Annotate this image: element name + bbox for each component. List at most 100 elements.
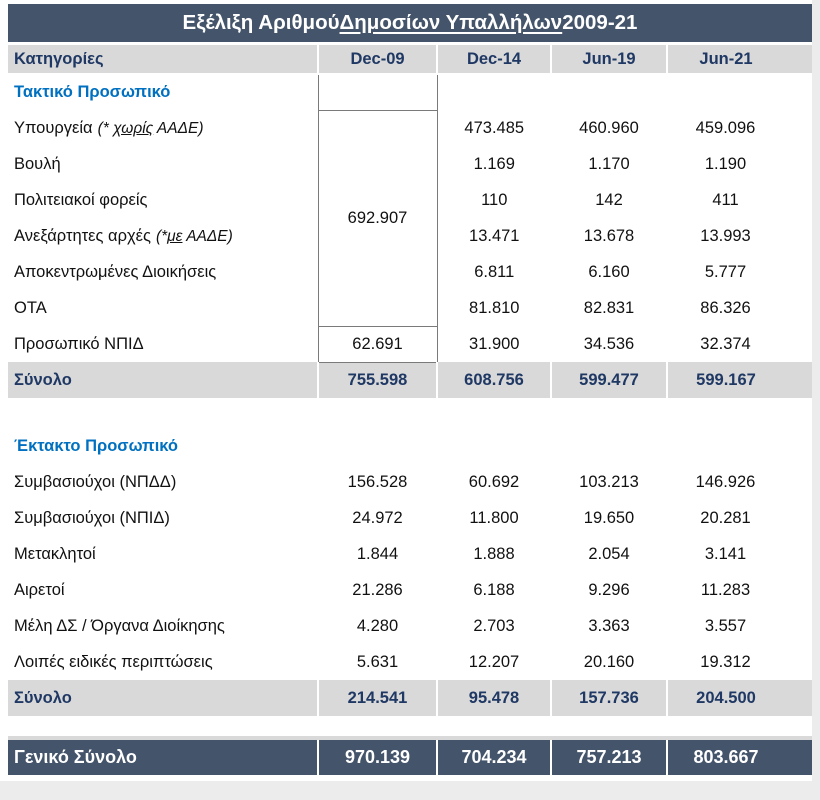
value-cell: 82.831 — [583, 298, 635, 317]
subtotal-value: 599.167 — [667, 362, 812, 398]
row-label-text: Συμβασιούχοι (ΝΠΔΔ) — [14, 472, 177, 491]
value-cell: 21.286 — [352, 580, 403, 599]
value-cell: 156.528 — [347, 472, 408, 491]
title-text-underlined: Δημοσίων Υπαλλήλων — [339, 11, 563, 34]
row-label: Βουλή — [8, 146, 318, 182]
dec09-merged-cell: 692.907 — [317, 109, 438, 327]
value-cell: 460.960 — [579, 118, 639, 137]
section-row: Τακτικό Προσωπικό — [8, 73, 812, 111]
value-cell: 103.213 — [579, 472, 639, 491]
value-cell: 411 — [712, 190, 739, 209]
dec09-empty-boxed-cell — [317, 73, 438, 111]
value-cell: 1.844 — [356, 544, 399, 563]
data-row: Συμβασιούχοι (ΝΠΔΔ) 156.528 60.692 103.213 1… — [8, 464, 812, 500]
employees-table: Κατηγορίες Dec-09 Dec-14 Jun-19 Jun-21 Τ… — [8, 45, 812, 775]
value-cell: 81.810 — [469, 298, 520, 317]
table-title: Εξέλιξη Αριθμού Δημοσίων Υπαλλήλων 2009-… — [8, 4, 812, 42]
row-label-text: Προσωπικό ΝΠΙΔ — [14, 334, 144, 353]
data-row: Βουλή 1.169 1.170 1.190 — [8, 146, 812, 182]
subtotal-label: Σύνολο — [8, 680, 319, 716]
empty-cell — [437, 74, 551, 110]
note-underlined: χωρίς — [113, 119, 154, 137]
note-underlined: με — [167, 227, 183, 245]
header-jun-21: Jun-21 — [667, 45, 812, 75]
value-cell: 6.811 — [474, 262, 515, 281]
value-cell: 20.160 — [583, 652, 635, 671]
grand-value: 704.234 — [437, 740, 552, 775]
value-cell: 2.054 — [588, 544, 630, 563]
data-row: Μετακλητοί 1.844 1.888 2.054 3.141 — [8, 536, 812, 572]
row-label-text: Μέλη ΔΣ / Όργανα Διοίκησης — [14, 616, 225, 635]
value-cell: 5.631 — [356, 652, 399, 671]
value-cell: 31.900 — [469, 334, 520, 353]
value-cell: 3.363 — [588, 616, 630, 635]
value-cell: 5.777 — [704, 262, 747, 281]
subtotal-value: 157.736 — [551, 680, 668, 716]
row-label-text: Συμβασιούχοι (ΝΠΙΔ) — [14, 508, 170, 527]
subtotal-value: 95.478 — [437, 680, 552, 716]
table-body: Τακτικό Προσωπικό Υπουργεία (* χωρίς ΑΑΔΕ)… — [8, 73, 812, 775]
row-label: ΟΤΑ — [8, 290, 318, 326]
data-row: Λοιπές ειδικές περιπτώσεις 5.631 12.207 20.… — [8, 644, 812, 680]
empty-cell — [437, 428, 551, 464]
data-row: Υπουργεία (* χωρίς ΑΑΔΕ) 692.907 473.485 460… — [8, 109, 812, 327]
data-row: Αιρετοί 21.286 6.188 9.296 11.283 — [8, 572, 812, 608]
data-row: Ανεξάρτητες αρχές (*με ΑΑΔΕ) 13.471 13.678 1… — [8, 218, 812, 254]
value-cell: 86.326 — [700, 298, 751, 317]
value-cell: 4.280 — [356, 616, 399, 635]
value-cell: 13.993 — [700, 226, 751, 245]
value-cell: 142 — [595, 190, 623, 209]
value-cell: 13.471 — [469, 226, 520, 245]
row-label: Υπουργεία (* χωρίς ΑΑΔΕ) — [8, 110, 318, 146]
value-cell: 6.188 — [473, 580, 515, 599]
value-cell: 13.678 — [583, 226, 635, 245]
value-cell: 6.160 — [588, 262, 630, 281]
value-cell: 146.926 — [695, 472, 756, 491]
data-row: Αποκεντρωμένες Διοικήσεις 6.811 6.160 5.777 — [8, 254, 812, 290]
row-label: Αιρετοί — [8, 572, 318, 608]
section-label: Τακτικό Προσωπικό — [14, 83, 171, 101]
title-text-prefix: Εξέλιξη Αριθμού — [182, 11, 340, 34]
row-label-text: ΟΤΑ — [14, 298, 47, 317]
subtotal-row: Σύνολο 214.541 95.478 157.736 204.500 — [8, 680, 812, 716]
value-cell: 1.169 — [473, 154, 515, 173]
value-cell: 473.485 — [464, 118, 525, 137]
value-cell: 1.190 — [704, 154, 747, 173]
row-label: Μετακλητοί — [8, 536, 318, 572]
report-sheet: Εξέλιξη Αριθμού Δημοσίων Υπαλλήλων 2009-… — [0, 0, 812, 781]
value-cell: 62.691 — [317, 325, 438, 363]
value-cell: 9.296 — [588, 580, 630, 599]
grand-label: Γενικό Σύνολο — [8, 740, 319, 775]
row-label-text: Αιρετοί — [14, 580, 65, 599]
empty-cell — [551, 428, 667, 464]
value-cell: 34.536 — [583, 334, 635, 353]
data-row: Προσωπικό ΝΠΙΔ 62.691 31.900 34.536 32.374 — [8, 325, 812, 363]
subtotal-value: 214.541 — [318, 680, 438, 716]
value-cell: 1.888 — [473, 544, 515, 563]
empty-cell — [667, 74, 812, 110]
row-label-text: Λοιπές ειδικές περιπτώσεις — [14, 652, 213, 671]
empty-cell — [551, 74, 667, 110]
value-cell: 459.096 — [695, 118, 756, 137]
subtotal-value: 599.477 — [551, 362, 668, 398]
spacer-row — [8, 716, 812, 736]
data-row: Πολιτειακοί φορείς 110 142 411 — [8, 182, 812, 218]
rule-row — [8, 736, 812, 740]
subtotal-label: Σύνολο — [8, 362, 319, 398]
value-cell: 32.374 — [700, 334, 751, 353]
value-cell: 12.207 — [468, 652, 520, 671]
spacer-row — [8, 398, 812, 428]
note-post: ΑΑΔΕ) — [153, 119, 204, 137]
data-row: Μέλη ΔΣ / Όργανα Διοίκησης 4.280 2.703 3.36… — [8, 608, 812, 644]
data-row: Συμβασιούχοι (ΝΠΙΔ) 24.972 11.800 19.650 20.… — [8, 500, 812, 536]
header-categories: Κατηγορίες — [8, 45, 319, 75]
divider-rule — [8, 736, 812, 740]
row-label-text: Βουλή — [14, 154, 61, 173]
row-label: Προσωπικό ΝΠΙΔ — [8, 326, 318, 362]
row-label-note: (*με ΑΑΔΕ) — [156, 228, 233, 245]
grand-value: 803.667 — [667, 740, 812, 775]
header-dec-09: Dec-09 — [318, 45, 438, 75]
value-cell: 3.557 — [704, 616, 747, 635]
subtotal-value: 608.756 — [437, 362, 552, 398]
spacer-cell — [8, 716, 812, 736]
